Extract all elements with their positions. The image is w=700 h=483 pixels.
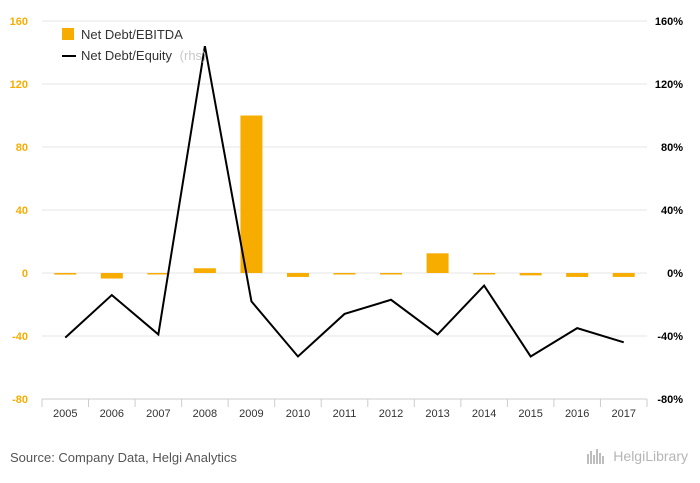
legend-label-line: Net Debt/Equity (rhs) (81, 48, 206, 63)
x-tick-label: 2017 (611, 408, 635, 420)
x-tick-label: 2016 (565, 408, 589, 420)
right-tick-label: -40% (657, 331, 683, 343)
x-axis: 2005 2006 2007 2008 2009 2010 2011 2012 2013 2014… (41, 398, 648, 420)
right-tick-label: 120% (655, 79, 683, 91)
right-tick-label: 160% (655, 16, 683, 28)
left-tick-label: 80 (16, 142, 28, 154)
x-tick-label: 2008 (193, 408, 217, 420)
bar-2015 (519, 273, 542, 276)
x-tick-label: 2013 (425, 408, 449, 420)
bar-2011 (333, 273, 356, 275)
library-icon (587, 449, 605, 464)
x-tick-label: 2015 (518, 408, 542, 420)
left-tick-label: 40 (16, 205, 28, 217)
left-axis: 160 120 80 40 0 -40 -80 (10, 16, 28, 406)
legend-label-line-text: Net Debt/Equity (81, 48, 173, 63)
line-series (64, 46, 625, 358)
bar-2016 (566, 273, 589, 277)
bar-2012 (380, 273, 403, 275)
bar-series (54, 115, 635, 279)
chart: 160 120 80 40 0 -40 -80 160% 120% 80% 40% 0% -40% -8… (10, 16, 684, 420)
brand-logo: HelgiLibrary (586, 448, 688, 464)
right-tick-label: 40% (661, 205, 683, 217)
bar-2014 (473, 273, 496, 275)
legend-label-bar: Net Debt/EBITDA (81, 27, 183, 42)
bar-2010 (286, 273, 309, 277)
left-tick-label: -80 (12, 394, 28, 406)
left-tick-label: 120 (10, 79, 28, 91)
x-tick-label: 2005 (53, 408, 77, 420)
x-tick-label: 2009 (239, 408, 263, 420)
x-tick-label: 2014 (472, 408, 496, 420)
left-tick-label: -40 (12, 331, 28, 343)
right-tick-label: -80% (657, 394, 683, 406)
right-tick-label: 80% (661, 142, 683, 154)
grid-lines (42, 20, 647, 400)
source-note: Source: Company Data, Helgi Analytics (10, 450, 237, 465)
bar-2005 (54, 273, 77, 275)
x-tick-label: 2006 (100, 408, 124, 420)
bar-2008 (193, 268, 216, 273)
left-tick-label: 0 (22, 268, 28, 280)
x-tick-label: 2010 (286, 408, 310, 420)
x-tick-label: 2007 (146, 408, 170, 420)
left-tick-label: 160 (10, 16, 28, 28)
bar-2017 (612, 273, 635, 277)
bar-2009 (240, 115, 263, 273)
brand-name: HelgiLibrary (613, 448, 688, 464)
legend: Net Debt/EBITDA Net Debt/Equity (rhs) (62, 27, 206, 63)
bar-2006 (100, 273, 123, 279)
legend-label-line-suffix: (rhs) (180, 48, 207, 63)
right-tick-label: 0% (667, 268, 683, 280)
x-tick-label: 2011 (333, 408, 357, 420)
right-axis: 160% 120% 80% 40% 0% -40% -80% (655, 16, 683, 406)
bar-2007 (147, 273, 170, 275)
line-net-debt-equity (64, 46, 625, 358)
legend-swatch-bar (62, 28, 74, 40)
bar-2013 (426, 253, 449, 273)
x-tick-label: 2012 (379, 408, 403, 420)
